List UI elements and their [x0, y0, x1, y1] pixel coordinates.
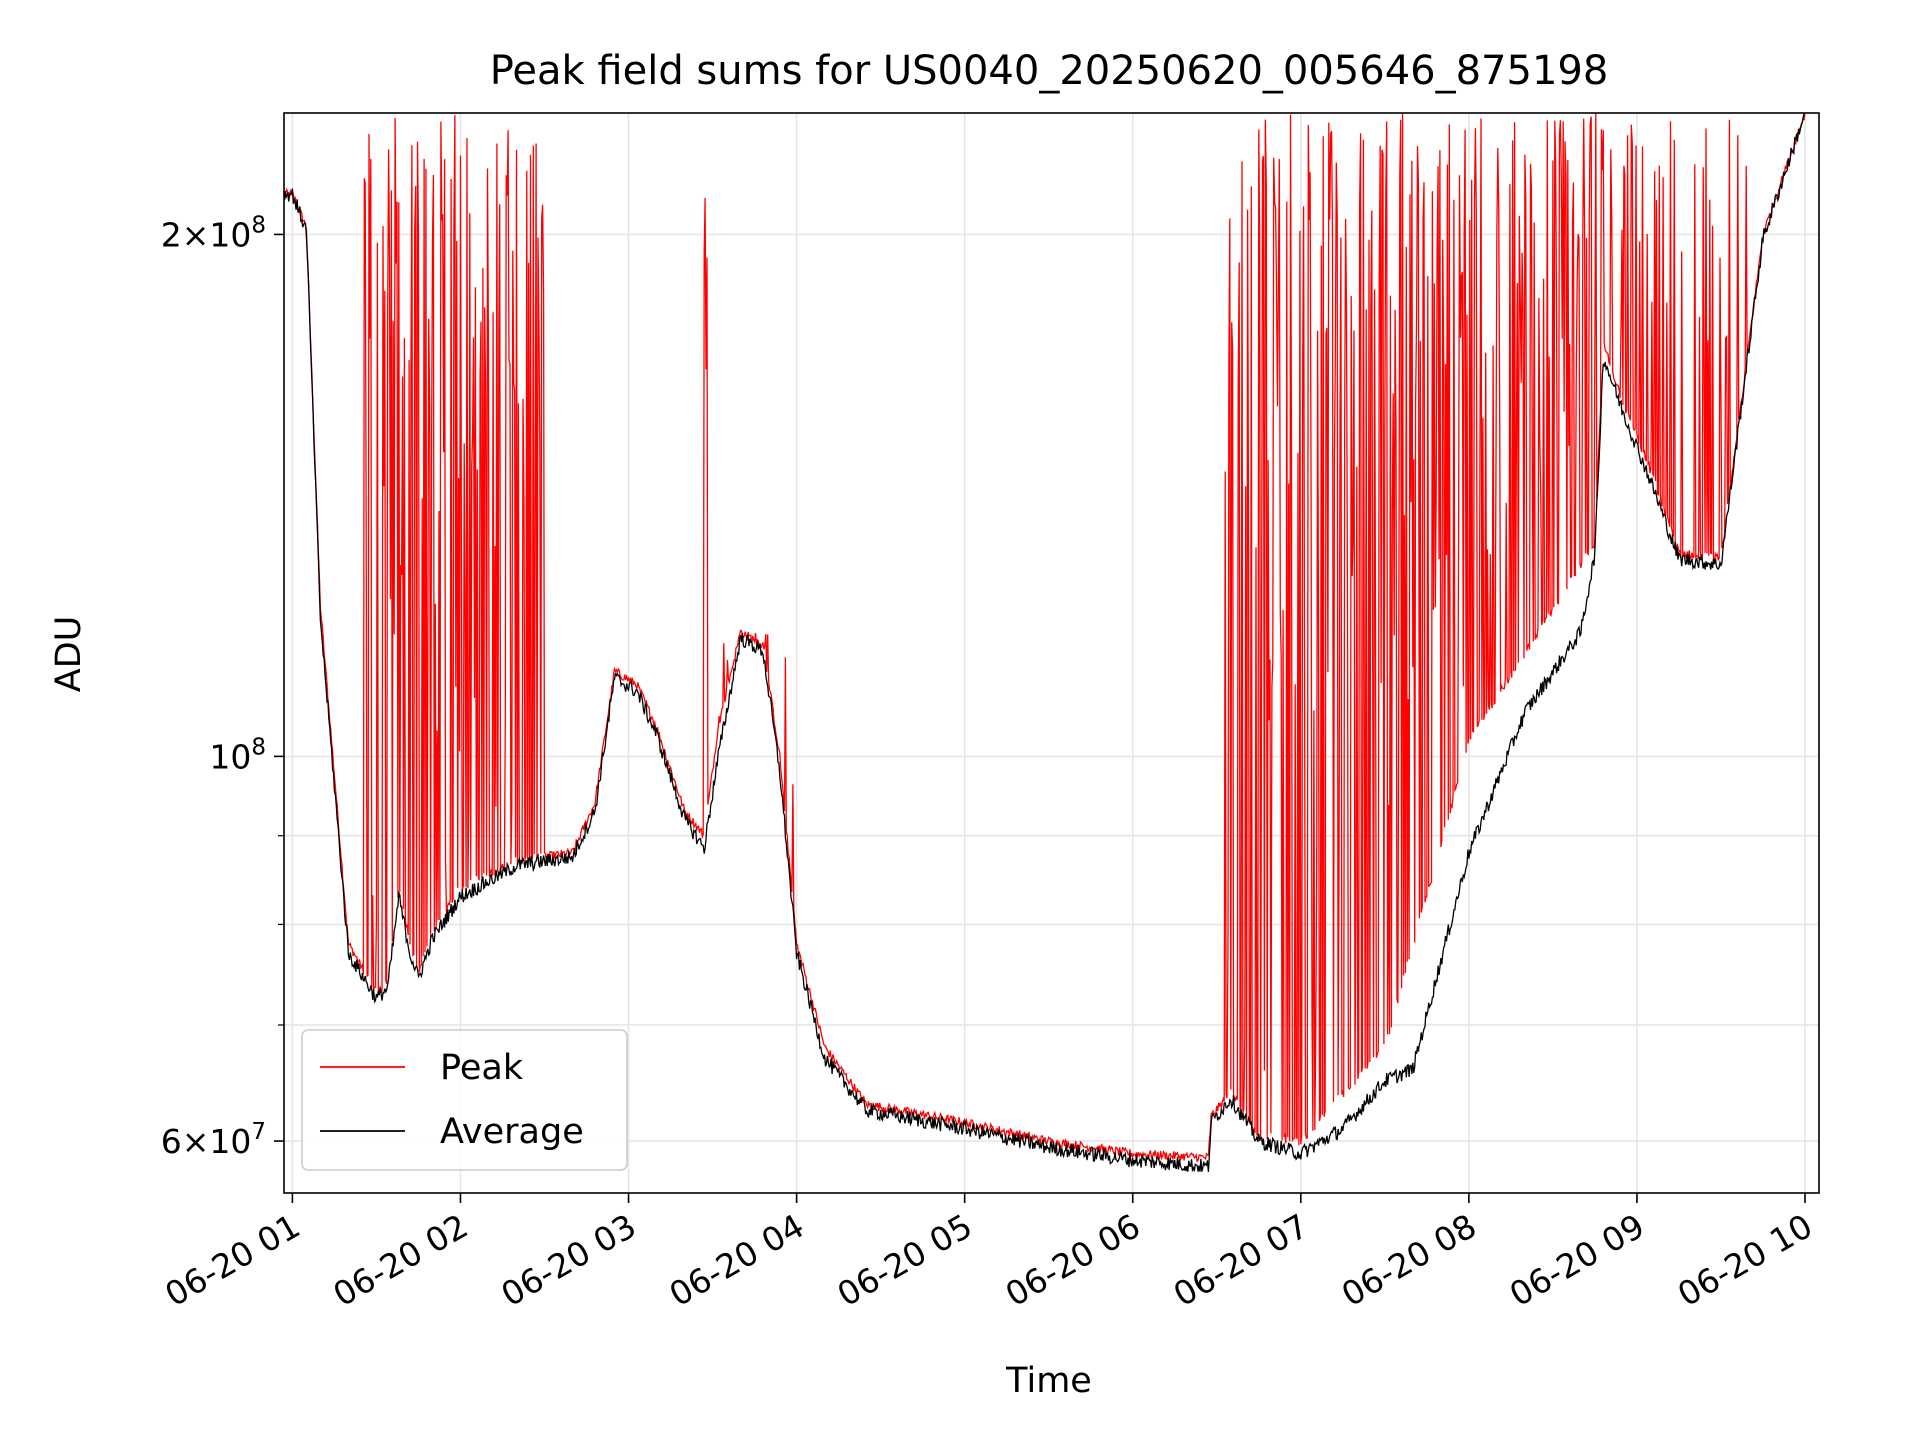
peak-series-line	[284, 113, 1806, 1163]
plot-area	[284, 113, 1806, 1173]
y-tick-label: 6×107	[161, 1119, 266, 1161]
legend-label-peak: Peak	[440, 1048, 524, 1088]
legend: Peak Average	[301, 1029, 628, 1171]
x-axis-label: Time	[1005, 1361, 1092, 1401]
chart-title: Peak field sums for US0040_20250620_0056…	[490, 48, 1609, 94]
legend-box	[301, 1029, 628, 1171]
average-series-line	[284, 113, 1805, 1173]
axes-frame	[283, 112, 1820, 1194]
legend-label-average: Average	[440, 1112, 584, 1152]
y-tick-label: 108	[209, 734, 266, 776]
y-tick-label: 2×108	[161, 212, 266, 254]
y-axis-label: ADU	[49, 616, 89, 693]
